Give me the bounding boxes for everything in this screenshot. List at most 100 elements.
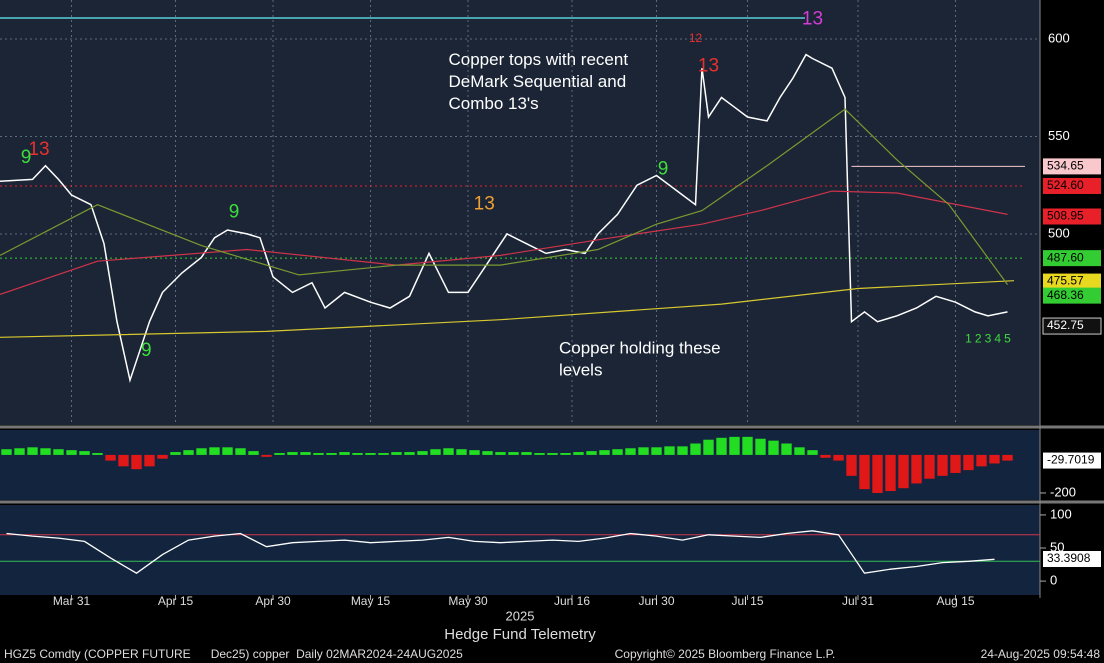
moving-average: [0, 108, 1008, 285]
count-marker: 2: [975, 331, 982, 345]
count-marker: 9: [658, 159, 669, 180]
price-label: 534.65: [1047, 159, 1084, 173]
last-value-label: 33.3908: [1047, 551, 1091, 565]
price-label: 468.36: [1047, 288, 1084, 302]
price-label: 487.60: [1047, 250, 1084, 264]
oscillator-line: [6, 530, 995, 574]
histogram-bar: [612, 449, 623, 455]
histogram-bar: [651, 447, 662, 455]
histogram-bar: [430, 449, 441, 455]
count-marker: 13: [474, 194, 495, 215]
annotation: Copper holding these: [559, 338, 721, 357]
histogram-bar: [534, 453, 545, 455]
histogram-bar: [729, 436, 740, 455]
y-tick-label: 600: [1048, 30, 1070, 45]
histogram-bar: [625, 448, 636, 455]
histogram-bar: [248, 451, 259, 455]
x-tick-label: Jun 30: [638, 594, 674, 608]
histogram-bar: [963, 454, 974, 471]
histogram-bar: [313, 453, 324, 455]
price-label-box: [1042, 317, 1102, 335]
histogram-bar: [924, 454, 935, 479]
x-tick-label: Mar 31: [53, 594, 91, 608]
histogram-bar: [417, 451, 428, 455]
histogram-panel: [0, 430, 1040, 500]
count-marker: 12: [689, 31, 703, 45]
histogram-bar: [66, 450, 77, 455]
histogram-bar: [911, 454, 922, 484]
x-tick-label: Apr 30: [255, 594, 291, 608]
price-label-box: [1043, 287, 1101, 304]
histogram-bar: [794, 447, 805, 455]
histogram-bar: [339, 452, 350, 455]
histogram-bar: [261, 454, 272, 457]
price-label-box: [1043, 158, 1101, 175]
histogram-bar: [118, 454, 129, 467]
histogram-bar: [677, 446, 688, 455]
price-label-box: [1043, 273, 1101, 290]
histogram-bar: [976, 454, 987, 467]
x-tick-label: Jul 31: [842, 594, 874, 608]
histogram-bar: [508, 452, 519, 455]
histogram-bar: [872, 454, 883, 493]
histogram-bar: [742, 436, 753, 455]
histogram-bar: [300, 452, 311, 455]
price-label: 524.60: [1047, 178, 1084, 192]
x-tick-label: May 30: [448, 594, 488, 608]
histogram-bar: [820, 454, 831, 458]
last-value-box: [1043, 452, 1101, 469]
histogram-bar: [521, 452, 532, 455]
histogram-bar: [885, 454, 896, 492]
histogram-bar: [235, 448, 246, 455]
histogram-bar: [638, 447, 649, 455]
histogram-bar: [53, 449, 64, 455]
last-value-box: [1043, 551, 1101, 568]
moving-average: [0, 280, 1015, 338]
histogram-bar: [105, 454, 116, 461]
count-marker: 9: [21, 147, 32, 168]
histogram-bar: [703, 439, 714, 455]
footer-right: 24-Aug-2025 09:54:48: [981, 647, 1101, 661]
histogram-bar: [92, 453, 103, 455]
footer-center: Copyright© 2025 Bloomberg Finance L.P.: [615, 647, 836, 661]
histogram-bar: [898, 454, 909, 489]
histogram-bar: [768, 440, 779, 455]
histogram-bar: [1002, 454, 1013, 461]
chart-title: Hedge Fund Telemetry: [444, 626, 596, 643]
y-tick-label: 550: [1048, 128, 1070, 143]
x-tick-label: Jun 16: [554, 594, 590, 608]
histogram-bar: [131, 454, 142, 470]
histogram-bar: [937, 454, 948, 476]
histogram-bar: [859, 454, 870, 490]
histogram-bar: [495, 452, 506, 455]
histogram-bar: [560, 453, 571, 455]
x-tick-label: Jul 15: [731, 594, 763, 608]
count-marker: 9: [141, 340, 152, 361]
histogram-bar: [469, 450, 480, 455]
x-tick-label: Apr 15: [158, 594, 194, 608]
histogram-bar: [326, 453, 337, 455]
histogram-bar: [404, 452, 415, 455]
x-axis-label: 2025: [506, 608, 535, 623]
annotation: Combo 13's: [449, 94, 539, 113]
histogram-bar: [144, 454, 155, 467]
price-line: [0, 53, 1008, 384]
histogram-bar: [443, 448, 454, 455]
price-label-box: [1043, 208, 1101, 225]
histogram-bar: [456, 449, 467, 455]
price-label-box: [1043, 250, 1101, 267]
count-marker: 1: [965, 331, 972, 345]
histogram-bar: [755, 438, 766, 455]
annotation: levels: [559, 360, 602, 379]
count-marker: 4: [994, 331, 1001, 345]
price-label-box: [1043, 177, 1101, 194]
annotation: DeMark Sequential and: [449, 72, 627, 91]
main-panel: [0, 0, 1040, 425]
histogram-bar: [352, 453, 363, 455]
count-marker: 13: [698, 55, 719, 76]
histogram-bar: [989, 454, 1000, 464]
histogram-bar: [391, 452, 402, 455]
y-tick-label: 50: [1050, 539, 1064, 554]
